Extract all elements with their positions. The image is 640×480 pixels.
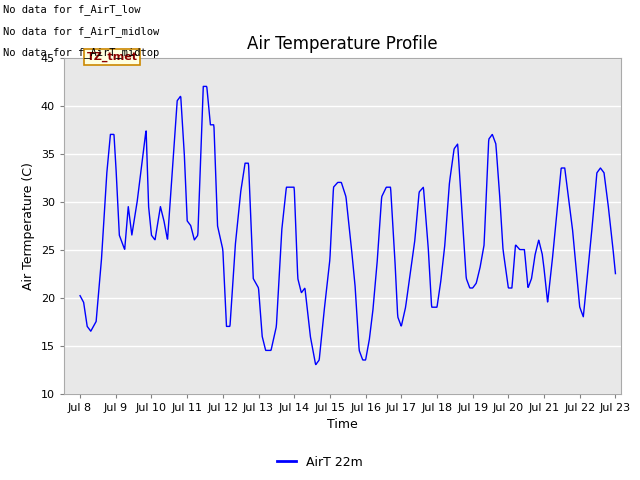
Y-axis label: Air Termperature (C): Air Termperature (C) bbox=[22, 162, 35, 289]
Text: TZ_tmet: TZ_tmet bbox=[86, 51, 138, 62]
Title: Air Temperature Profile: Air Temperature Profile bbox=[247, 35, 438, 53]
X-axis label: Time: Time bbox=[327, 418, 358, 431]
Legend: AirT 22m: AirT 22m bbox=[272, 451, 368, 474]
Text: No data for f_AirT_midlow: No data for f_AirT_midlow bbox=[3, 25, 159, 36]
Text: No data for f_AirT_midtop: No data for f_AirT_midtop bbox=[3, 47, 159, 58]
Text: No data for f_AirT_low: No data for f_AirT_low bbox=[3, 4, 141, 15]
